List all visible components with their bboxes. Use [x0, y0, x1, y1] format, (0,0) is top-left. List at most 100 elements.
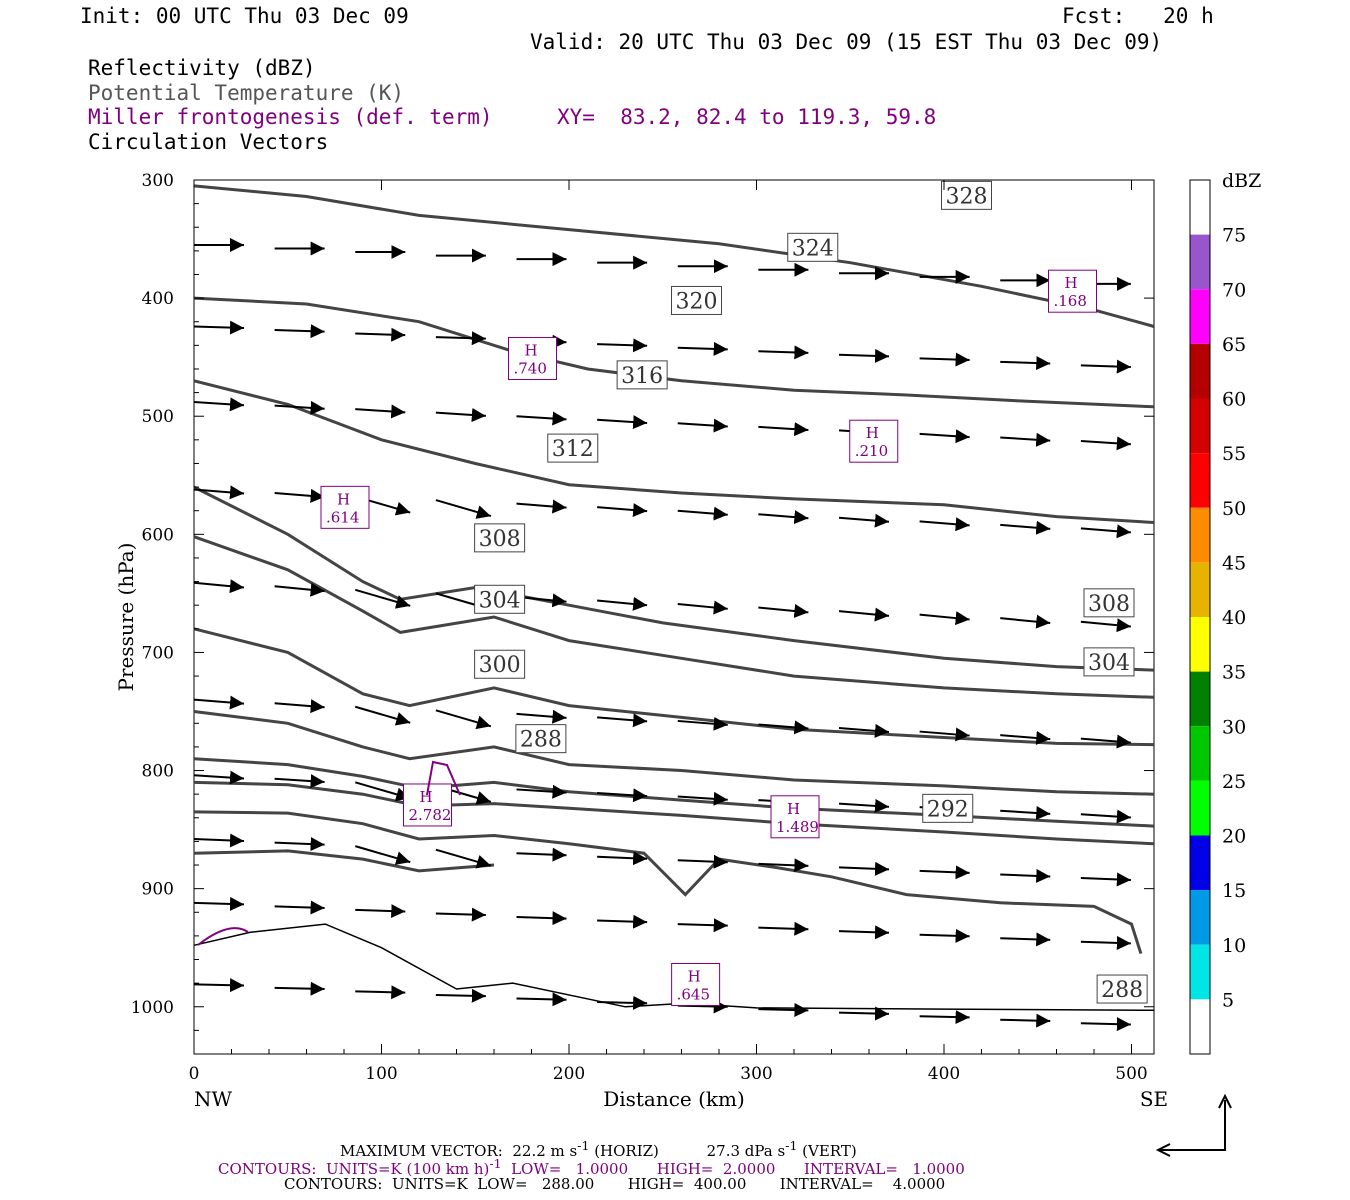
- y-tick-label: 800: [142, 762, 174, 782]
- circulation-vector: [193, 695, 245, 710]
- circulation-vector: [435, 407, 486, 422]
- circulation-vector: [677, 506, 728, 521]
- circulation-vector: [838, 1006, 890, 1021]
- frontogenesis-max-box: [508, 337, 557, 381]
- colorbar-segment: [1190, 944, 1210, 1000]
- circulation-vector: [597, 596, 648, 611]
- theta-contour: [193, 757, 1155, 828]
- circulation-vector: [274, 324, 325, 339]
- colorbar-tick-label: 5: [1222, 989, 1234, 1011]
- max-vector-horiz: (HORIZ): [589, 1142, 659, 1160]
- theta-contour: [193, 627, 1155, 747]
- circulation-vector: [758, 921, 809, 936]
- frontogenesis-max-box: [1048, 269, 1097, 313]
- theta-label-box: [922, 793, 974, 823]
- colorbar-segment: [1190, 835, 1210, 891]
- max-vector-line: MAXIMUM VECTOR: 22.2 m s-1 (HORIZ) 27.3 …: [340, 1138, 857, 1160]
- theta-label-box: [547, 433, 599, 463]
- circulation-vector: [516, 709, 567, 724]
- circulation-vector: [435, 988, 486, 1003]
- colorbar-border: [1189, 179, 1211, 1055]
- axes: 0 100 200 300 400 500 300 400 500 600 700 800 900 100…: [114, 171, 1168, 1111]
- circulation-vector: [1000, 356, 1051, 371]
- x-tick-label: 300: [740, 1064, 772, 1084]
- terrain-surface: [193, 923, 1155, 1012]
- circulation-vector: [597, 995, 648, 1010]
- colorbar-tick-label: 20: [1222, 826, 1246, 848]
- circulation-vector: [597, 713, 648, 728]
- frontogenesis-max-letter: H: [337, 490, 350, 508]
- circulation-vector: [1000, 731, 1051, 745]
- colorbar-segment: [1190, 999, 1210, 1054]
- x-axis-label: Distance (km): [603, 1087, 745, 1111]
- circulation-vector: [435, 907, 486, 922]
- y-tick-label: 600: [142, 525, 174, 545]
- circulation-vector: [597, 914, 648, 929]
- circulation-vector: [274, 900, 325, 915]
- x-tick-label: 400: [928, 1064, 960, 1084]
- theta-label: 292: [927, 797, 969, 822]
- circulation-vector: [355, 327, 406, 342]
- circulation-vector: [758, 1002, 809, 1017]
- theta-label: 288: [1101, 978, 1143, 1003]
- circulation-vector: [1080, 436, 1131, 451]
- vector-key-arrow: [1155, 1093, 1232, 1157]
- frontogenesis-max-box: [320, 485, 370, 529]
- circulation-vector: [354, 845, 411, 865]
- colorbar-tick-label: 75: [1222, 225, 1246, 247]
- max-vector-vert: 27.3 dPa s: [706, 1142, 786, 1160]
- circulation-vector: [677, 716, 728, 731]
- colorbar-segment: [1190, 343, 1210, 399]
- circulation-vector: [516, 411, 567, 426]
- x-tick-label: 200: [553, 1064, 585, 1084]
- x-tick-label: 100: [365, 1064, 397, 1084]
- circulation-vector: [1080, 618, 1131, 633]
- theta-label: 300: [479, 653, 521, 678]
- colorbar-tick-label: 25: [1222, 771, 1246, 793]
- theta-label-box: [671, 285, 722, 315]
- colorbar-segment: [1190, 780, 1210, 836]
- theta-label: 320: [676, 289, 718, 314]
- max-vector-text: MAXIMUM VECTOR: 22.2 m s: [340, 1142, 578, 1160]
- frontogenesis-contour: [426, 760, 461, 796]
- circulation-vector: [1000, 1013, 1051, 1028]
- circulation-vector: [758, 422, 809, 437]
- circulation-vector: [193, 485, 245, 500]
- theta-label: 316: [621, 364, 663, 389]
- circulation-vector: [919, 865, 970, 880]
- frontogenesis-max-value: .614: [326, 508, 359, 526]
- circulation-vector: [758, 604, 809, 618]
- frontogenesis-max-box: [671, 962, 721, 1006]
- circulation-vector: [274, 837, 325, 852]
- frontogenesis-max-letter: H: [688, 967, 701, 985]
- frontogenesis-max-value: .168: [1054, 292, 1087, 310]
- colorbar-tick-label: 50: [1222, 498, 1246, 520]
- colorbar-segment: [1190, 180, 1210, 235]
- colorbar-segment: [1190, 453, 1210, 508]
- theta-label-box: [1096, 974, 1148, 1004]
- colorbar-tick-label: 60: [1222, 389, 1246, 411]
- circulation-vector: [919, 429, 970, 444]
- circulation-vector: [1080, 872, 1131, 887]
- x-tick-label: 0: [189, 1064, 200, 1084]
- circulation-vector: [1080, 524, 1131, 539]
- colorbar-tick-label: 10: [1222, 935, 1246, 957]
- valid-time: Valid: 20 UTC Thu 03 Dec 09 (15 EST Thu …: [530, 30, 1163, 54]
- circulation-vector: [1080, 734, 1131, 749]
- reflectivity-colorbar: 5 10 15 20 25 30 35 40 45 50 55 60 65 70 75 dBZ: [1189, 170, 1261, 1055]
- init-time: Init: 00 UTC Thu 03 Dec 09: [80, 4, 409, 28]
- theta-label: 304: [1088, 651, 1130, 676]
- colorbar-tick-label: 35: [1222, 662, 1246, 684]
- circulation-vector: [193, 320, 245, 335]
- circulation-vector: [838, 723, 890, 738]
- circulation-vector: [355, 404, 406, 419]
- circulation-vector: [516, 784, 567, 799]
- circulation-vector: [1000, 614, 1051, 629]
- colorbar-tick-label: 15: [1222, 880, 1246, 902]
- colorbar-segment: [1190, 507, 1210, 563]
- theta-label: 312: [552, 437, 594, 462]
- theta-label: 288: [520, 728, 562, 753]
- circulation-vector: [838, 348, 890, 363]
- theta-label-box: [474, 649, 526, 679]
